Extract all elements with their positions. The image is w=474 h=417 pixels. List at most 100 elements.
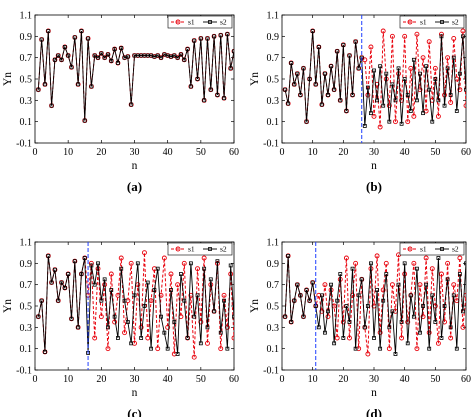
x-tick-label: 40 [163, 147, 173, 158]
data-point-s2 [86, 36, 90, 41]
data-point-s1 [158, 292, 164, 298]
data-point-s2 [112, 47, 117, 52]
legend-marker-s1 [407, 19, 413, 25]
data-point-s2 [390, 82, 395, 87]
data-point-s1 [463, 103, 466, 109]
data-point-s2 [362, 124, 367, 128]
y-axis-label: Yn [2, 72, 14, 86]
data-point-s1 [374, 253, 380, 259]
data-point-s2 [356, 293, 361, 298]
data-point-s2 [310, 29, 315, 33]
data-point-s1 [105, 52, 111, 57]
data-point-s1 [442, 319, 447, 325]
data-point-s2 [362, 325, 367, 330]
data-point-s2 [102, 277, 107, 282]
data-point-s2 [304, 288, 309, 292]
data-point-s1 [122, 330, 128, 336]
data-point-s2 [162, 330, 167, 335]
data-point-s2 [310, 280, 315, 285]
data-point-s2 [461, 309, 465, 314]
data-point-s2 [329, 282, 333, 287]
data-point-s2 [323, 71, 327, 76]
data-point-s2 [375, 288, 379, 292]
data-point-s1 [356, 346, 362, 352]
data-point-s2 [439, 336, 444, 340]
x-tick-label: 10 [63, 147, 73, 158]
data-point-s2 [149, 346, 153, 351]
data-point-s2 [399, 121, 404, 126]
data-point-s2 [125, 320, 130, 324]
data-point-s1 [383, 260, 389, 266]
data-point-s1 [377, 330, 383, 336]
data-point-s1 [62, 44, 68, 50]
x-tick-label: 20 [96, 374, 106, 385]
data-point-s2 [165, 346, 170, 351]
data-point-s1 [435, 113, 441, 119]
data-point-s2 [129, 102, 134, 107]
data-point-s2 [212, 34, 217, 39]
x-tick-label: 40 [400, 147, 410, 158]
data-point-s1 [420, 314, 426, 320]
data-point-s2 [215, 93, 220, 97]
data-point-s2 [415, 98, 419, 103]
data-point-s2 [393, 98, 398, 103]
data-point-s1 [386, 346, 392, 352]
data-point-s1 [439, 31, 444, 37]
data-point-s1 [429, 266, 435, 272]
x-tick-label: 0 [33, 147, 38, 158]
data-point-s2 [129, 341, 134, 346]
data-point-s1 [439, 271, 444, 277]
data-point-s1 [322, 282, 328, 288]
data-point-s2 [316, 45, 321, 49]
data-point-s2 [353, 346, 358, 351]
legend-marker-s2 [208, 247, 212, 251]
data-point-s1 [451, 282, 457, 288]
data-point-s1 [414, 31, 420, 37]
data-point-s2 [53, 267, 57, 272]
data-point-s1 [88, 260, 94, 266]
x-axis-label: n [132, 160, 138, 172]
data-point-s1 [457, 255, 463, 261]
data-point-s1 [141, 250, 147, 256]
data-point-s1 [334, 335, 340, 341]
chart-panel: -0.1 0.1 0.3 0.5 0.7 0.9 1.1 0 10 20 30 40 50 60 n Yn (b… [249, 11, 471, 195]
data-point-s1 [128, 260, 134, 266]
data-point-s2 [448, 93, 453, 97]
series-s2 [283, 253, 466, 356]
data-point-s2 [442, 103, 447, 108]
data-point-s2 [119, 266, 124, 271]
y-tick-label: 0.7 [20, 280, 33, 291]
data-point-s2 [372, 336, 376, 340]
data-point-s1 [448, 335, 454, 341]
legend-label-s1: s1 [420, 18, 427, 27]
data-point-s2 [387, 119, 392, 124]
data-point-s2 [454, 109, 459, 113]
data-point-s2 [298, 93, 303, 97]
data-point-s1 [423, 108, 429, 114]
x-tick-label: 50 [196, 374, 206, 385]
data-point-s2 [341, 42, 346, 47]
y-tick-label: 0.3 [20, 96, 33, 107]
data-point-s2 [205, 36, 210, 41]
y-tick-label: 0.7 [267, 53, 280, 64]
data-point-s2 [215, 259, 220, 264]
data-point-s2 [79, 272, 84, 276]
data-point-s2 [387, 325, 392, 330]
data-point-s2 [169, 288, 173, 292]
data-point-s1 [423, 255, 429, 261]
data-point-s2 [119, 46, 124, 50]
data-point-s2 [295, 71, 300, 76]
data-point-s1 [460, 28, 466, 34]
data-point-s2 [402, 77, 407, 81]
data-point-s2 [421, 304, 425, 308]
data-point-s1 [98, 314, 104, 320]
data-point-s2 [76, 325, 81, 330]
data-point-s1 [389, 33, 395, 39]
data-point-s2 [208, 277, 213, 282]
y-tick-label: 0.5 [267, 75, 280, 86]
data-point-s1 [448, 100, 454, 105]
data-point-s1 [231, 48, 234, 54]
data-point-s2 [292, 298, 297, 303]
data-point-s2 [56, 298, 61, 303]
data-point-s2 [424, 282, 429, 287]
